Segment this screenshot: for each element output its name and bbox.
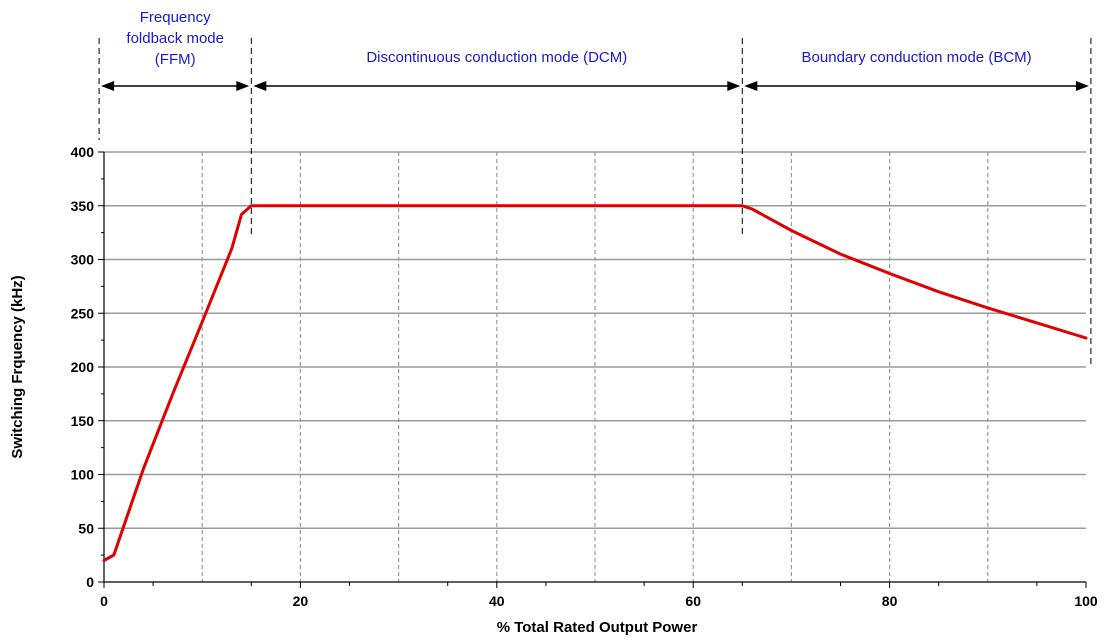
y-tick-label: 250 (71, 305, 95, 321)
arrow-head-left (101, 81, 115, 91)
y-tick-label: 300 (71, 252, 95, 268)
y-tick-label: 50 (78, 520, 94, 536)
x-tick-label: 20 (293, 593, 309, 609)
frequency-series-line (102, 204, 1088, 562)
mode-regions: Frequency foldback mode (FFM) Discontinuous… (98, 9, 1092, 365)
y-tick-label: 200 (71, 359, 95, 375)
mode-region-label: foldback mode (126, 30, 224, 47)
y-tick-label: 400 (71, 144, 95, 160)
axes: 0 50 100 150 200 250 300 350 400 0 20 40 60 80 100 (71, 144, 1098, 609)
series (102, 204, 1088, 562)
x-tick-label: 0 (100, 593, 108, 609)
labels: % Total Rated Output Power Switching Frq… (9, 275, 697, 636)
mode-region-label: (FFM) (155, 51, 196, 68)
grid (104, 151, 1086, 582)
x-axis-title: % Total Rated Output Power (497, 619, 698, 636)
y-tick-label: 150 (71, 413, 95, 429)
arrow-head-left (744, 81, 758, 91)
y-tick-label: 350 (71, 198, 95, 214)
mode-region-label: Boundary conduction mode (BCM) (802, 49, 1032, 66)
x-tick-label: 100 (1074, 593, 1098, 609)
mode-region-label: Frequency (140, 9, 211, 26)
x-tick-label: 60 (685, 593, 701, 609)
y-tick-label: 0 (86, 574, 94, 590)
arrow-head-left (253, 81, 267, 91)
x-tick-label: 80 (882, 593, 898, 609)
arrow-head-right (1075, 81, 1089, 91)
arrow-head-right (236, 81, 250, 91)
mode-region-label: Discontinuous conduction mode (DCM) (366, 49, 627, 66)
y-axis-title: Switching Frquency (kHz) (9, 275, 26, 458)
y-tick-label: 100 (71, 467, 95, 483)
arrow-head-right (727, 81, 741, 91)
x-tick-label: 40 (489, 593, 505, 609)
